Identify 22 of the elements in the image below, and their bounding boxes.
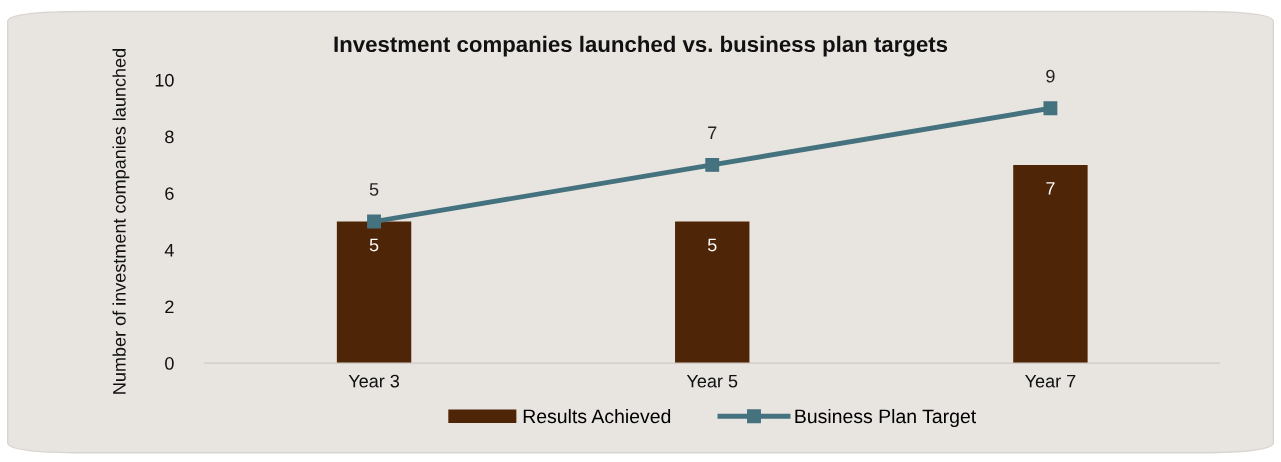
y-tick-label: 0 [165, 357, 174, 370]
legend-label: Results Achieved [523, 408, 671, 424]
x-tick-label: Year 7 [1025, 374, 1076, 388]
y-tick-label: 4 [164, 243, 174, 257]
data-label: 9 [1046, 69, 1055, 83]
y-tick-label: 2 [165, 300, 174, 314]
chart-title: Investment companies launched vs. business plan targets [334, 35, 948, 57]
data-label: 5 [369, 238, 379, 252]
y-tick-label: 10 [155, 73, 174, 87]
x-tick-label: Year 3 [348, 374, 400, 388]
x-tick-label: Year 5 [686, 374, 738, 388]
data-label: 7 [1046, 182, 1055, 195]
data-label: 7 [708, 126, 717, 139]
y-tick-label: 8 [165, 130, 174, 144]
point [1043, 101, 1058, 116]
y-tick-label: 6 [165, 187, 174, 200]
y-axis-title: Number of investment companies launched [112, 49, 130, 394]
point [367, 214, 381, 229]
point [705, 157, 720, 172]
legend-label: Business Plan Target [795, 408, 977, 428]
data-label: 5 [707, 238, 717, 252]
data-label: 5 [369, 183, 379, 196]
